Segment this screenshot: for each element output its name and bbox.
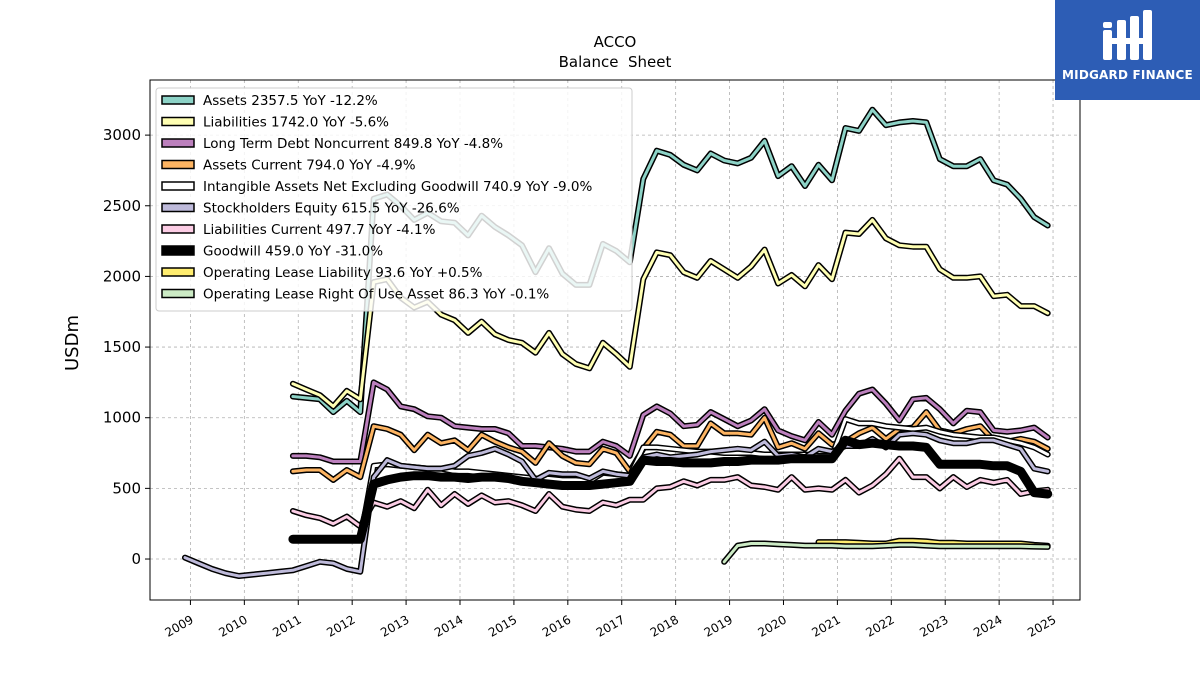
legend-swatch [161, 224, 195, 234]
legend-item: Liabilities Current 497.7 YoY -4.1% [161, 222, 436, 238]
series-stroke [291, 457, 1050, 528]
y-tick-label: 2500 [103, 197, 141, 215]
legend-label: Liabilities 1742.0 YoY -5.6% [203, 115, 389, 131]
series-stroke [291, 410, 1050, 482]
x-tick-label: 2023 [917, 612, 950, 639]
y-tick-label: 3000 [103, 126, 141, 144]
series-line-9 [721, 540, 1051, 565]
legend-label: Goodwill 459.0 YoY -31.0% [203, 244, 383, 260]
x-tick-label: 2013 [378, 612, 411, 639]
series-line-7 [288, 435, 1053, 544]
series-stroke [291, 380, 1050, 463]
x-tick-label: 2025 [1025, 612, 1058, 639]
y-axis-label: USDm [62, 315, 83, 371]
legend-item: Assets Current 794.0 YoY -4.9% [161, 158, 416, 174]
x-tick-label: 2019 [702, 612, 735, 639]
x-tick-label: 2009 [162, 612, 195, 639]
legend-swatch [161, 267, 195, 277]
plot-frame [149, 79, 1081, 601]
midgard-logo-icon [1103, 10, 1152, 60]
legend-swatch [161, 288, 195, 299]
y-axis-ticks: 0 500 1000 1500 2000 2500 3000 [103, 126, 150, 568]
legend-label: Long Term Debt Noncurrent 849.8 YoY -4.8… [203, 136, 503, 152]
series-stroke [183, 431, 1050, 578]
x-tick-label: 2012 [324, 612, 357, 639]
legend-item: Long Term Debt Noncurrent 849.8 YoY -4.8… [161, 136, 503, 152]
chart-title: ACCO [594, 33, 637, 51]
series-line-3 [289, 409, 1051, 483]
x-tick-label: 2011 [270, 612, 303, 639]
x-tick-label: 2020 [756, 612, 789, 639]
brand-name: MIDGARD FINANCE [1062, 68, 1193, 82]
series-line-2 [289, 379, 1051, 465]
legend-item: Operating Lease Liability 93.6 YoY +0.5% [161, 265, 483, 281]
legend-label: Assets 2357.5 YoY -12.2% [203, 93, 378, 109]
x-axis-ticks: 2009 2010 2011 2012 2013 2014 2015 2016 2017 2018… [162, 600, 1059, 640]
legend-label: Assets Current 794.0 YoY -4.9% [203, 158, 416, 174]
legend-item: Liabilities 1742.0 YoY -5.6% [161, 115, 389, 131]
x-tick-label: 2018 [648, 612, 681, 639]
legend-label: Operating Lease Liability 93.6 YoY +0.5% [203, 265, 483, 281]
y-tick-label: 500 [112, 479, 141, 497]
x-tick-label: 2022 [863, 612, 896, 639]
legend-swatch [161, 159, 195, 170]
legend-swatch [161, 138, 195, 148]
legend-label: Intangible Assets Net Excluding Goodwill… [203, 179, 593, 195]
y-tick-label: 2000 [103, 267, 141, 285]
y-tick-label: 1000 [103, 409, 141, 427]
legend-item: Operating Lease Right Of Use Asset 86.3 … [161, 287, 549, 303]
y-tick-label: 1500 [103, 338, 141, 356]
x-tick-label: 2024 [971, 612, 1004, 639]
legend-label: Liabilities Current 497.7 YoY -4.1% [203, 222, 436, 238]
x-tick-label: 2016 [540, 612, 573, 639]
x-tick-label: 2017 [594, 612, 627, 639]
legend-label: Stockholders Equity 615.5 YoY -26.6% [203, 201, 460, 217]
x-tick-label: 2010 [216, 612, 249, 639]
legend-item: Goodwill 459.0 YoY -31.0% [161, 244, 383, 260]
series-line-6 [289, 455, 1051, 530]
legend-swatch [161, 202, 195, 213]
chart-subtitle: Balance Sheet [559, 53, 672, 71]
series-stroke [722, 542, 1050, 564]
legend-swatch [161, 245, 195, 256]
series-line-5 [182, 430, 1051, 579]
x-tick-label: 2014 [432, 612, 465, 639]
legend-item: Assets 2357.5 YoY -12.2% [161, 93, 378, 109]
x-tick-label: 2021 [809, 612, 842, 639]
legend-label: Operating Lease Right Of Use Asset 86.3 … [203, 287, 549, 303]
legend-swatch [161, 181, 195, 191]
legend-swatch [161, 116, 195, 127]
legend-swatch [161, 95, 195, 105]
legend: Assets 2357.5 YoY -12.2% Liabilities 1742… [155, 87, 633, 312]
legend-item: Stockholders Equity 615.5 YoY -26.6% [161, 201, 460, 217]
legend-item: Intangible Assets Net Excluding Goodwill… [161, 179, 593, 195]
y-tick-label: 0 [131, 550, 141, 568]
midgard-finance-logo: MIDGARD FINANCE [1055, 0, 1200, 100]
x-tick-label: 2015 [486, 612, 519, 639]
legend-box [155, 87, 633, 312]
series-stroke [288, 435, 1053, 544]
